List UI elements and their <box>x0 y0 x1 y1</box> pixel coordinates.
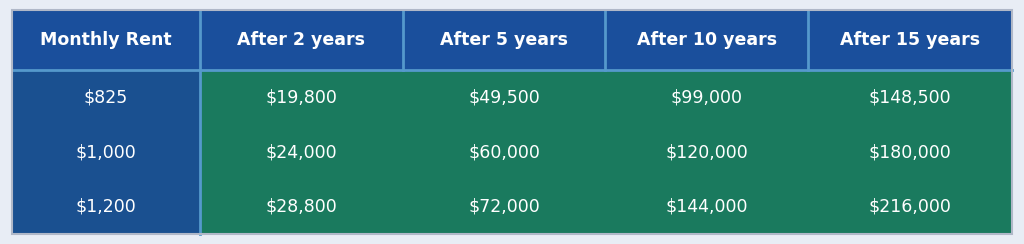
Text: $60,000: $60,000 <box>468 143 540 161</box>
Bar <box>200 70 1012 234</box>
Text: After 10 years: After 10 years <box>637 31 777 49</box>
Text: $99,000: $99,000 <box>671 89 742 107</box>
Text: After 2 years: After 2 years <box>238 31 366 49</box>
Text: After 15 years: After 15 years <box>840 31 980 49</box>
Text: $825: $825 <box>84 89 128 107</box>
Text: $28,800: $28,800 <box>265 198 337 216</box>
Text: $1,000: $1,000 <box>76 143 136 161</box>
Text: $72,000: $72,000 <box>468 198 540 216</box>
Text: $144,000: $144,000 <box>666 198 749 216</box>
Text: $1,200: $1,200 <box>76 198 136 216</box>
Text: $180,000: $180,000 <box>868 143 951 161</box>
Text: $120,000: $120,000 <box>666 143 749 161</box>
Text: $148,500: $148,500 <box>868 89 951 107</box>
Text: $49,500: $49,500 <box>468 89 540 107</box>
Text: $216,000: $216,000 <box>868 198 951 216</box>
Text: Monthly Rent: Monthly Rent <box>40 31 172 49</box>
Bar <box>12 10 1012 70</box>
Text: After 5 years: After 5 years <box>440 31 568 49</box>
Bar <box>12 70 200 234</box>
Text: $24,000: $24,000 <box>265 143 337 161</box>
Text: $19,800: $19,800 <box>265 89 337 107</box>
